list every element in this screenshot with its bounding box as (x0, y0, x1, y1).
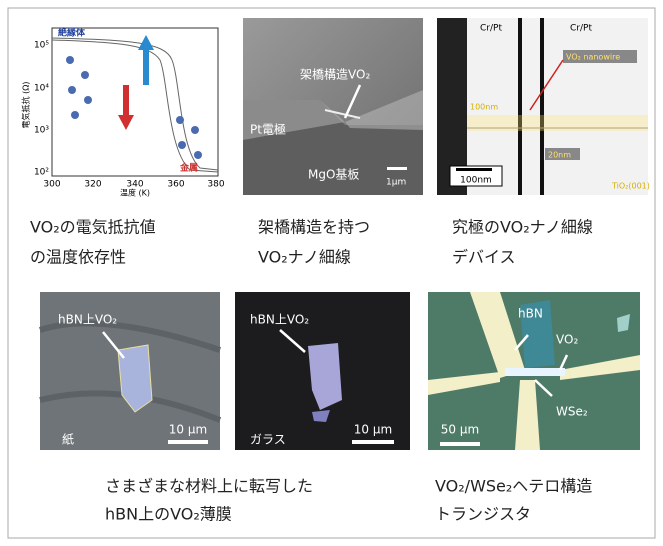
x-tick-label: 320 (84, 180, 101, 190)
x-axis-title: 温度 (K) (120, 188, 150, 198)
label-wire: VO₂ nanowire (566, 53, 620, 62)
panel-transistor: hBN VO₂ WSe₂ 50 μm (428, 292, 640, 450)
y-tick-label: 10⁴ (34, 84, 49, 94)
panel-paper: hBN上VO₂ 紙 10 μm (39, 292, 222, 450)
caption: VO₂ナノ細線 (258, 248, 351, 267)
caption: さまざまな材料上に転写した (105, 477, 313, 496)
scale-label: 50 μm (441, 423, 479, 437)
caption: トランジスタ (435, 505, 531, 524)
label-electrode: Pt電極 (250, 122, 286, 137)
x-tick-label: 380 (207, 180, 224, 190)
scale-label: 100nm (460, 176, 492, 186)
label-material: 紙 (62, 432, 74, 447)
label-material: ガラス (250, 433, 286, 447)
label-right-electrode: Cr/Pt (570, 24, 592, 34)
label-wse2: WSe₂ (556, 405, 588, 419)
label-hbn: hBN (518, 307, 543, 321)
caption: 究極のVO₂ナノ細線 (452, 218, 593, 237)
label-structure: 架橋構造VO₂ (300, 68, 370, 82)
x-tick-label: 360 (167, 180, 184, 190)
label-insulator: 絶縁体 (58, 27, 86, 39)
caption: の温度依存性 (30, 248, 126, 267)
scale-label: 10 μm (169, 423, 207, 437)
panel-glass: hBN上VO₂ ガラス 10 μm (235, 292, 410, 450)
label-film: hBN上VO₂ (58, 313, 117, 327)
label-substrate: MgO基板 (308, 168, 359, 182)
label-width: 100nm (470, 103, 498, 112)
label-film: hBN上VO₂ (250, 313, 309, 327)
y-tick-label: 10² (34, 168, 49, 178)
label-substrate: TiO₂(001) (611, 182, 650, 191)
x-tick-label: 300 (43, 180, 60, 190)
y-tick-label: 10³ (34, 126, 49, 136)
panel-nanowire: Cr/Pt Cr/Pt VO₂ nanowire 100nm 20nm 100n… (437, 18, 650, 195)
scale-label: 10 μm (354, 423, 392, 437)
caption: VO₂/WSe₂ヘテロ構造 (435, 477, 592, 496)
caption: デバイス (452, 248, 516, 267)
caption: hBN上のVO₂薄膜 (105, 505, 232, 524)
caption: VO₂の電気抵抗値 (30, 218, 156, 237)
label-gap: 20nm (548, 151, 571, 160)
y-tick-label: 10⁵ (34, 41, 49, 51)
scale-label: 1μm (386, 178, 406, 188)
caption: 架橋構造を持つ (258, 218, 370, 237)
label-vo2: VO₂ (556, 333, 578, 347)
label-left-electrode: Cr/Pt (480, 24, 502, 34)
y-axis-title: 電気抵抗 (Ω) (21, 82, 31, 129)
panel-resistance: 絶縁体 金属 300 320 340 360 380 温度 (K) 10⁵ 10… (18, 18, 225, 198)
label-metal: 金属 (179, 162, 198, 174)
x-tick-label: 340 (126, 180, 143, 190)
panel-sem: 架橋構造VO₂ Pt電極 MgO基板 1μm (243, 18, 423, 195)
